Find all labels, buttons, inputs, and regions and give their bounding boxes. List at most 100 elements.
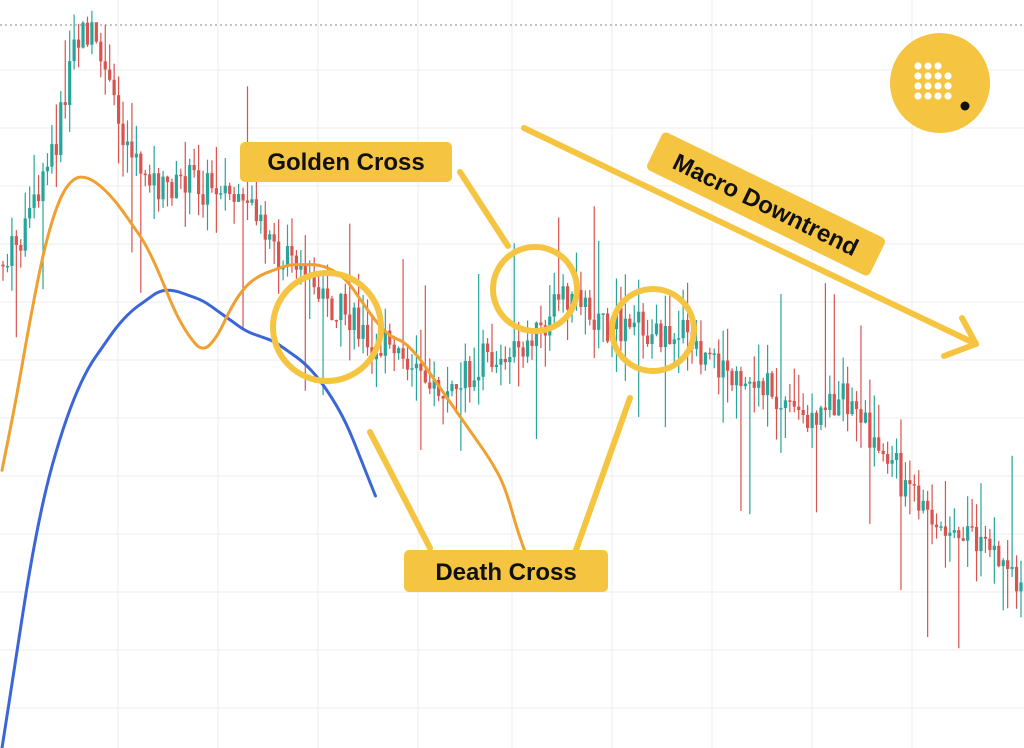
candle [112, 63, 116, 106]
candle [348, 223, 352, 361]
candle [490, 323, 494, 373]
candle [668, 294, 672, 345]
candle [68, 30, 72, 132]
candle [966, 496, 970, 567]
candle [250, 185, 254, 206]
candle [205, 159, 210, 231]
candle [125, 120, 130, 173]
candle [872, 395, 876, 467]
candle [405, 346, 410, 381]
candlestick-series [1, 10, 1023, 649]
candle [650, 319, 654, 359]
candle [54, 104, 58, 188]
candle [517, 321, 521, 387]
candle [352, 302, 356, 350]
candle [761, 377, 765, 410]
downtrend-arrow-head [941, 315, 979, 359]
candle [214, 146, 218, 233]
candle [645, 319, 650, 347]
candle [734, 366, 739, 419]
candle [814, 410, 819, 513]
candle [116, 76, 121, 164]
candle [414, 335, 419, 401]
candle [508, 347, 512, 384]
fast-moving-average-line [0, 175, 535, 575]
candle [712, 348, 716, 369]
candle [45, 153, 50, 186]
candle [5, 253, 10, 273]
candle [1006, 540, 1010, 609]
candle [721, 330, 725, 423]
candle [992, 517, 996, 584]
candle [14, 230, 18, 338]
candle [121, 101, 125, 177]
candle [32, 154, 36, 219]
candle [561, 274, 565, 313]
candle [752, 356, 756, 413]
candle [730, 368, 734, 392]
candle [1, 260, 5, 281]
candle [703, 351, 707, 371]
candle [579, 271, 583, 316]
candle [850, 387, 854, 416]
candle [450, 380, 454, 397]
golden-cross-label: Golden Cross [267, 149, 424, 176]
candle [59, 91, 63, 163]
candle [139, 151, 143, 293]
candle [41, 162, 45, 290]
candle [930, 484, 934, 545]
candle [530, 331, 534, 361]
candle [828, 375, 832, 418]
candle [632, 305, 636, 336]
candle [76, 23, 81, 68]
candle [863, 400, 868, 424]
candle [1014, 555, 1019, 609]
candle [268, 230, 272, 249]
candle [943, 481, 948, 568]
candle [81, 21, 85, 49]
candle [397, 346, 401, 360]
candle [285, 224, 290, 277]
candle [99, 32, 103, 78]
candle [521, 341, 525, 368]
candle [192, 148, 196, 178]
candle [263, 201, 267, 264]
candle [179, 168, 183, 190]
candle [779, 293, 783, 453]
candle [103, 24, 107, 95]
candle [90, 10, 94, 55]
candle [628, 314, 632, 330]
death-cross-circle-1 [270, 270, 384, 384]
candle [108, 44, 112, 82]
candle [232, 186, 236, 224]
candle [877, 404, 881, 454]
death-cross-connector-2 [573, 395, 633, 553]
candle [494, 351, 499, 374]
candle [774, 368, 779, 440]
candle [912, 474, 916, 502]
candle [979, 483, 983, 577]
candle [419, 329, 423, 451]
candle [428, 358, 432, 395]
candle [148, 164, 152, 193]
candle [330, 295, 334, 321]
candle [343, 283, 347, 326]
candle [997, 540, 1001, 568]
candle [948, 516, 952, 562]
candle [859, 325, 863, 448]
candle [539, 305, 543, 349]
candle [854, 391, 859, 442]
candle [339, 292, 343, 347]
candle [499, 344, 503, 386]
candle [161, 170, 165, 208]
candle [832, 294, 836, 416]
candle [605, 307, 610, 344]
candle [974, 504, 979, 582]
candle [881, 443, 885, 462]
candle [988, 529, 992, 558]
candle [201, 170, 205, 218]
candle [637, 279, 641, 418]
candle [748, 377, 752, 515]
